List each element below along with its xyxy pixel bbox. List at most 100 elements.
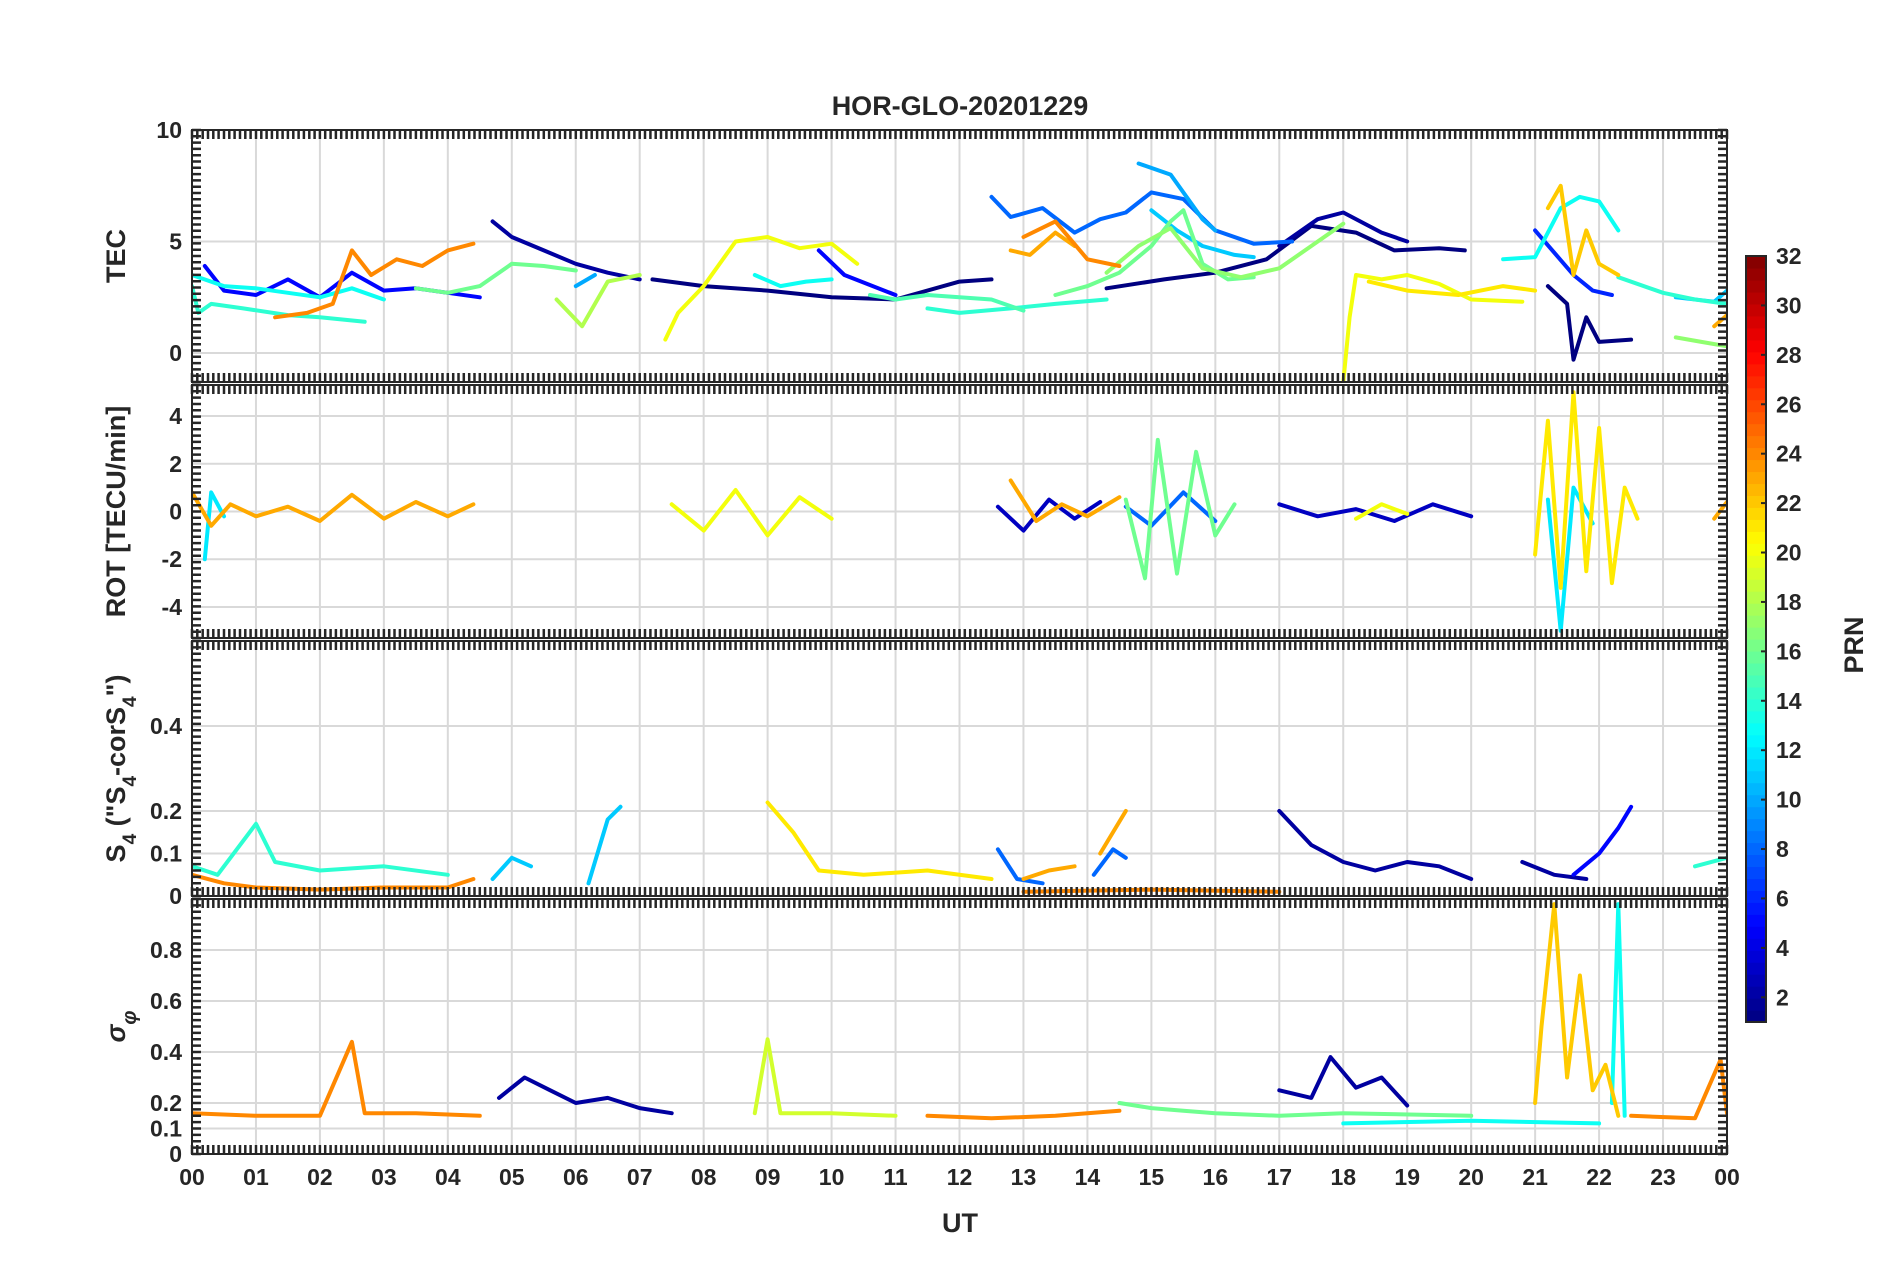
colorbar-swatch [1746, 615, 1766, 628]
minor-ticks [190, 639, 1729, 898]
series-line-prn-18 [554, 273, 642, 329]
colorbar-swatch [1746, 758, 1766, 772]
colorbar-swatch [1746, 734, 1766, 748]
x-tick-label: 00 [1714, 1164, 1740, 1190]
colorbar-swatch [1746, 627, 1766, 640]
series-line-prn-14 [925, 297, 1109, 315]
series-line-prn-20 [663, 235, 860, 342]
colorbar-swatch [1746, 998, 1766, 1011]
colorbar-swatch [1746, 878, 1766, 891]
colorbar-tick-label: 18 [1776, 589, 1802, 615]
colorbar-swatch [1746, 782, 1766, 796]
y-tick-label: 0.1 [150, 1116, 182, 1142]
x-tick-label: 01 [243, 1164, 269, 1190]
colorbar-swatch [1746, 351, 1766, 365]
series-line-prn-23 [1008, 230, 1077, 257]
colorbar-swatch [1746, 495, 1766, 508]
colorbar-tick-label: 4 [1776, 935, 1789, 961]
series-line-prn-23 [1008, 478, 1122, 523]
colorbar-tick-label: 6 [1776, 885, 1789, 911]
x-tick-label: 15 [1139, 1164, 1165, 1190]
x-tick-label: 14 [1075, 1164, 1101, 1190]
colorbar-frame [1745, 255, 1767, 1023]
series-line-prn-2 [1520, 860, 1589, 881]
y-tick-label: -4 [162, 594, 183, 620]
series-line-prn-14 [1616, 275, 1727, 306]
colorbar-swatch [1746, 531, 1766, 544]
colorbar-swatch [1746, 926, 1766, 939]
colorbar-swatch [1746, 710, 1766, 724]
x-tick-label: 21 [1522, 1164, 1548, 1190]
colorbar-swatch [1746, 794, 1766, 808]
series-line-prn-8 [1091, 847, 1128, 877]
colorbar-swatch [1746, 974, 1766, 987]
series-line-prn-16 [413, 261, 578, 295]
colorbar-swatch [1746, 363, 1766, 377]
x-tick-label: 13 [1011, 1164, 1037, 1190]
series-line-prn-5 [816, 248, 898, 297]
panel-rot: -4 -2 0 2 4 ROT [TECU/min] [101, 383, 1729, 640]
colorbar-swatch [1746, 890, 1766, 903]
x-tick-label: 05 [499, 1164, 525, 1190]
x-axis-label: UT [942, 1208, 978, 1238]
minor-ticks [190, 128, 1729, 384]
series-group [192, 390, 1727, 633]
y-axis-label: σφ [101, 1011, 141, 1043]
panel-s4: 0 0.1 0.2 0.4 S4 ("S4-corS4") [101, 639, 1729, 909]
x-tick-label: 11 [883, 1164, 908, 1190]
x-tick-label: 12 [947, 1164, 973, 1190]
colorbar-swatch [1746, 722, 1766, 736]
series-line-prn-23 [1021, 864, 1077, 881]
y-tick-label: 4 [169, 403, 182, 429]
colorbar-swatch [1746, 327, 1766, 341]
y-axis-label: S4 ("S4-corS4") [101, 675, 141, 863]
y-tick-label: 5 [169, 229, 182, 255]
x-tick-label: 02 [307, 1164, 333, 1190]
colorbar-swatch [1746, 950, 1766, 963]
panel-sigma_phi: 00.10.2 0.4 0.6 0.8 σφ [101, 897, 1729, 1167]
colorbar-swatch [1746, 411, 1766, 425]
colorbar-swatch [1746, 507, 1766, 520]
series-line-prn-2 [497, 1075, 674, 1116]
series-line-prn-13 [1609, 902, 1627, 1118]
colorbar-tick-label: 24 [1776, 441, 1802, 467]
minor-ticks [190, 383, 1729, 640]
colorbar-swatch [1746, 291, 1766, 305]
chart-title: HOR-GLO-20201229 [832, 91, 1089, 121]
colorbar-swatch [1746, 519, 1766, 532]
colorbar-swatch [1746, 267, 1766, 281]
series-line-prn-3 [1277, 502, 1474, 523]
series-line-prn-20 [669, 488, 834, 538]
series-line-prn-5 [1571, 804, 1634, 877]
colorbar-swatch [1746, 303, 1766, 317]
series-group [192, 161, 1727, 382]
x-tick-label: 09 [755, 1164, 781, 1190]
series-line-prn-20 [1354, 502, 1410, 521]
colorbar-swatch [1746, 543, 1766, 556]
colorbar-swatch [1746, 686, 1766, 700]
series-line-prn-24 [1021, 219, 1122, 268]
series-line-prn-10 [1136, 161, 1218, 233]
series-line-prn-2 [1277, 1055, 1410, 1108]
colorbar-tick-label: 10 [1776, 787, 1802, 813]
colorbar-tick-label: 8 [1776, 836, 1789, 862]
y-tick-label: 0 [169, 883, 182, 909]
y-tick-label: 0.2 [150, 798, 182, 824]
y-tick-label: 0.8 [150, 937, 182, 963]
colorbar-swatch [1746, 483, 1766, 496]
colorbar-swatch [1746, 770, 1766, 784]
series-line-prn-16 [1123, 437, 1237, 581]
y-tick-label: 0.2 [150, 1090, 182, 1116]
series-line-prn-14 [1693, 855, 1727, 869]
colorbar-swatch [1746, 938, 1766, 951]
colorbar-swatch [1746, 339, 1766, 353]
series-line-prn-24 [1629, 1057, 1727, 1121]
x-tick-label: 16 [1203, 1164, 1229, 1190]
x-tick-label: 03 [371, 1164, 397, 1190]
x-tick-label: 00 [179, 1164, 205, 1190]
series-line-prn-22 [1545, 183, 1621, 277]
series-line-prn-16 [1117, 1101, 1474, 1118]
colorbar-swatch [1746, 591, 1766, 604]
colorbar-swatch [1746, 842, 1766, 856]
y-tick-label: 2 [169, 451, 182, 477]
